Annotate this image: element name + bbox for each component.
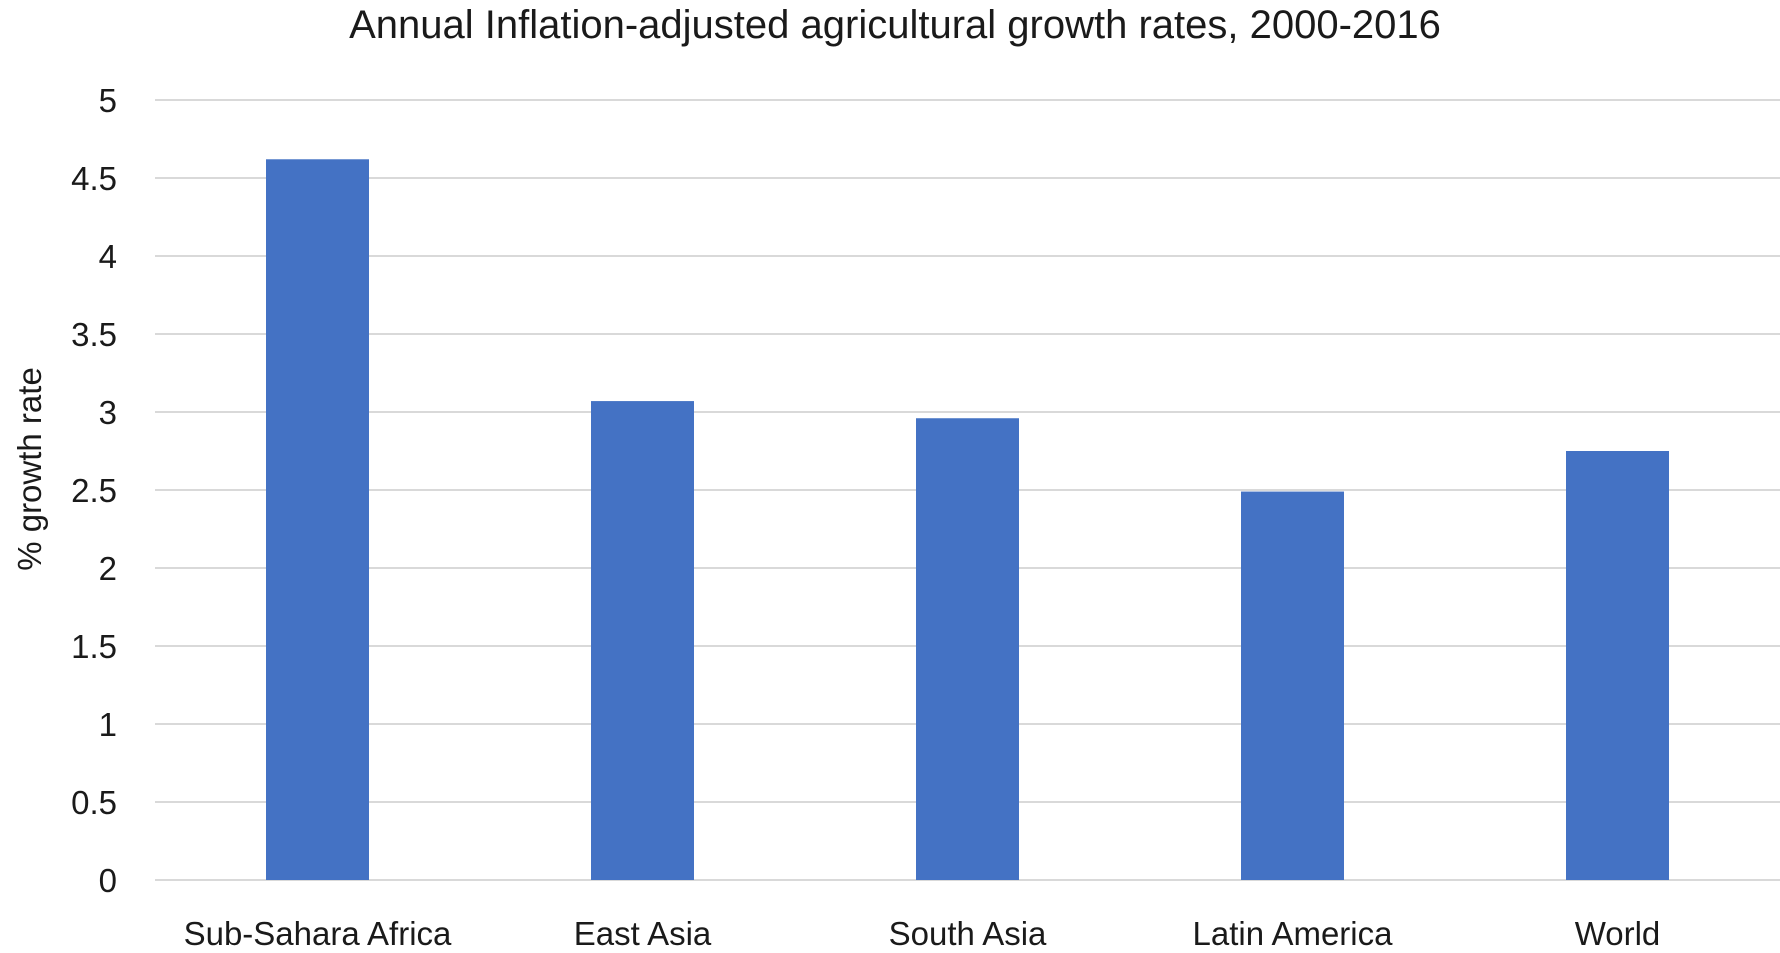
x-category-label: East Asia	[574, 915, 712, 952]
y-tick-label: 1.5	[71, 628, 117, 665]
y-tick-label: 4	[99, 238, 117, 275]
x-category-label: World	[1575, 915, 1661, 952]
bar	[1241, 491, 1344, 880]
x-category-label: Sub-Sahara Africa	[184, 915, 452, 952]
x-category-label: South Asia	[889, 915, 1047, 952]
y-tick-label: 4.5	[71, 160, 117, 197]
x-axis-categories: Sub-Sahara Africa East Asia South Asia Lati…	[184, 915, 1661, 952]
y-tick-label: 0	[99, 862, 117, 899]
y-tick-label: 3.5	[71, 316, 117, 353]
bars	[266, 159, 1669, 880]
x-category-label: Latin America	[1193, 915, 1394, 952]
y-tick-label: 2	[99, 550, 117, 587]
y-tick-label: 0.5	[71, 784, 117, 821]
y-axis-ticks: 0 0.5 1 1.5 2 2.5 3 3.5 4 4.5 5	[71, 82, 117, 899]
bar	[1566, 451, 1669, 880]
chart-title: Annual Inflation-adjusted agricultural g…	[349, 3, 1441, 47]
bar	[266, 159, 369, 880]
y-axis-title: % growth rate	[11, 367, 48, 571]
y-tick-label: 1	[99, 706, 117, 743]
bar	[591, 401, 694, 880]
y-tick-label: 3	[99, 394, 117, 431]
bar	[916, 418, 1019, 880]
y-tick-label: 2.5	[71, 472, 117, 509]
y-tick-label: 5	[99, 82, 117, 119]
